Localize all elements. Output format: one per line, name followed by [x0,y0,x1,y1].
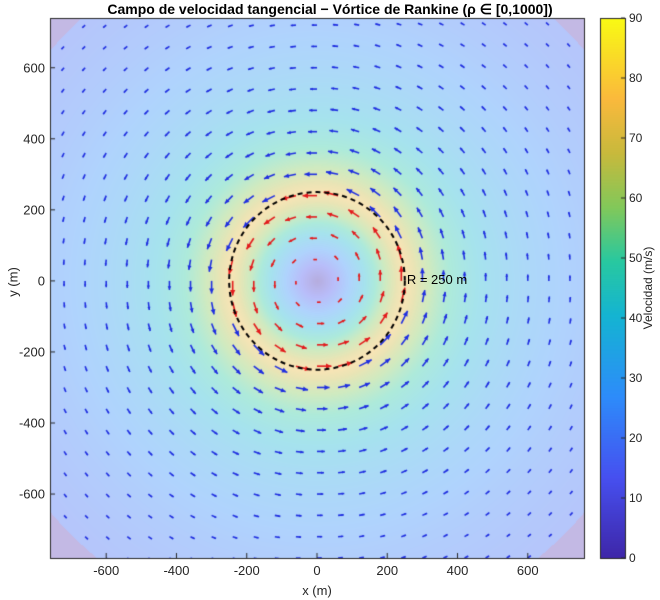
colorbar-tick-label: 20 [629,431,643,445]
colorbar-tick-label: 0 [629,551,636,565]
chart-title: Campo de velocidad tangencial − Vórtice … [107,1,553,17]
core-radius-annotation: R = 250 m [406,271,468,287]
x-tick-label: 400 [446,563,469,578]
colorbar-tick-label: 90 [629,11,643,25]
colorbar-tick-label: 60 [629,191,643,205]
x-axis-label: x (m) [302,583,332,598]
y-tick-label: -200 [18,344,45,360]
y-tick-label: -600 [18,486,45,502]
colorbar-tick-label: 50 [629,251,643,265]
x-tick-label: 600 [516,563,539,578]
colorbar-tick-label: 80 [629,71,643,85]
colorbar-tick-label: 70 [629,131,643,145]
y-axis-label: y (m) [5,267,21,297]
x-tick-label: 200 [376,563,399,578]
x-tick-label: -600 [93,563,120,578]
colorbar-tick-label: 10 [629,491,643,505]
y-tick-label: 400 [23,131,45,147]
colorbar-tick-label: 40 [629,311,643,325]
y-tick-label: 600 [23,60,45,76]
y-tick-label: -400 [18,415,45,431]
y-tick-label: 200 [23,202,45,218]
colorbar-label: Velocidad (m/s) [641,246,655,330]
colorbar-tick-label: 30 [629,371,643,385]
x-tick-label: 0 [313,563,321,578]
x-tick-label: -200 [233,563,260,578]
y-tick-label: 0 [37,273,45,289]
x-tick-label: -400 [163,563,190,578]
